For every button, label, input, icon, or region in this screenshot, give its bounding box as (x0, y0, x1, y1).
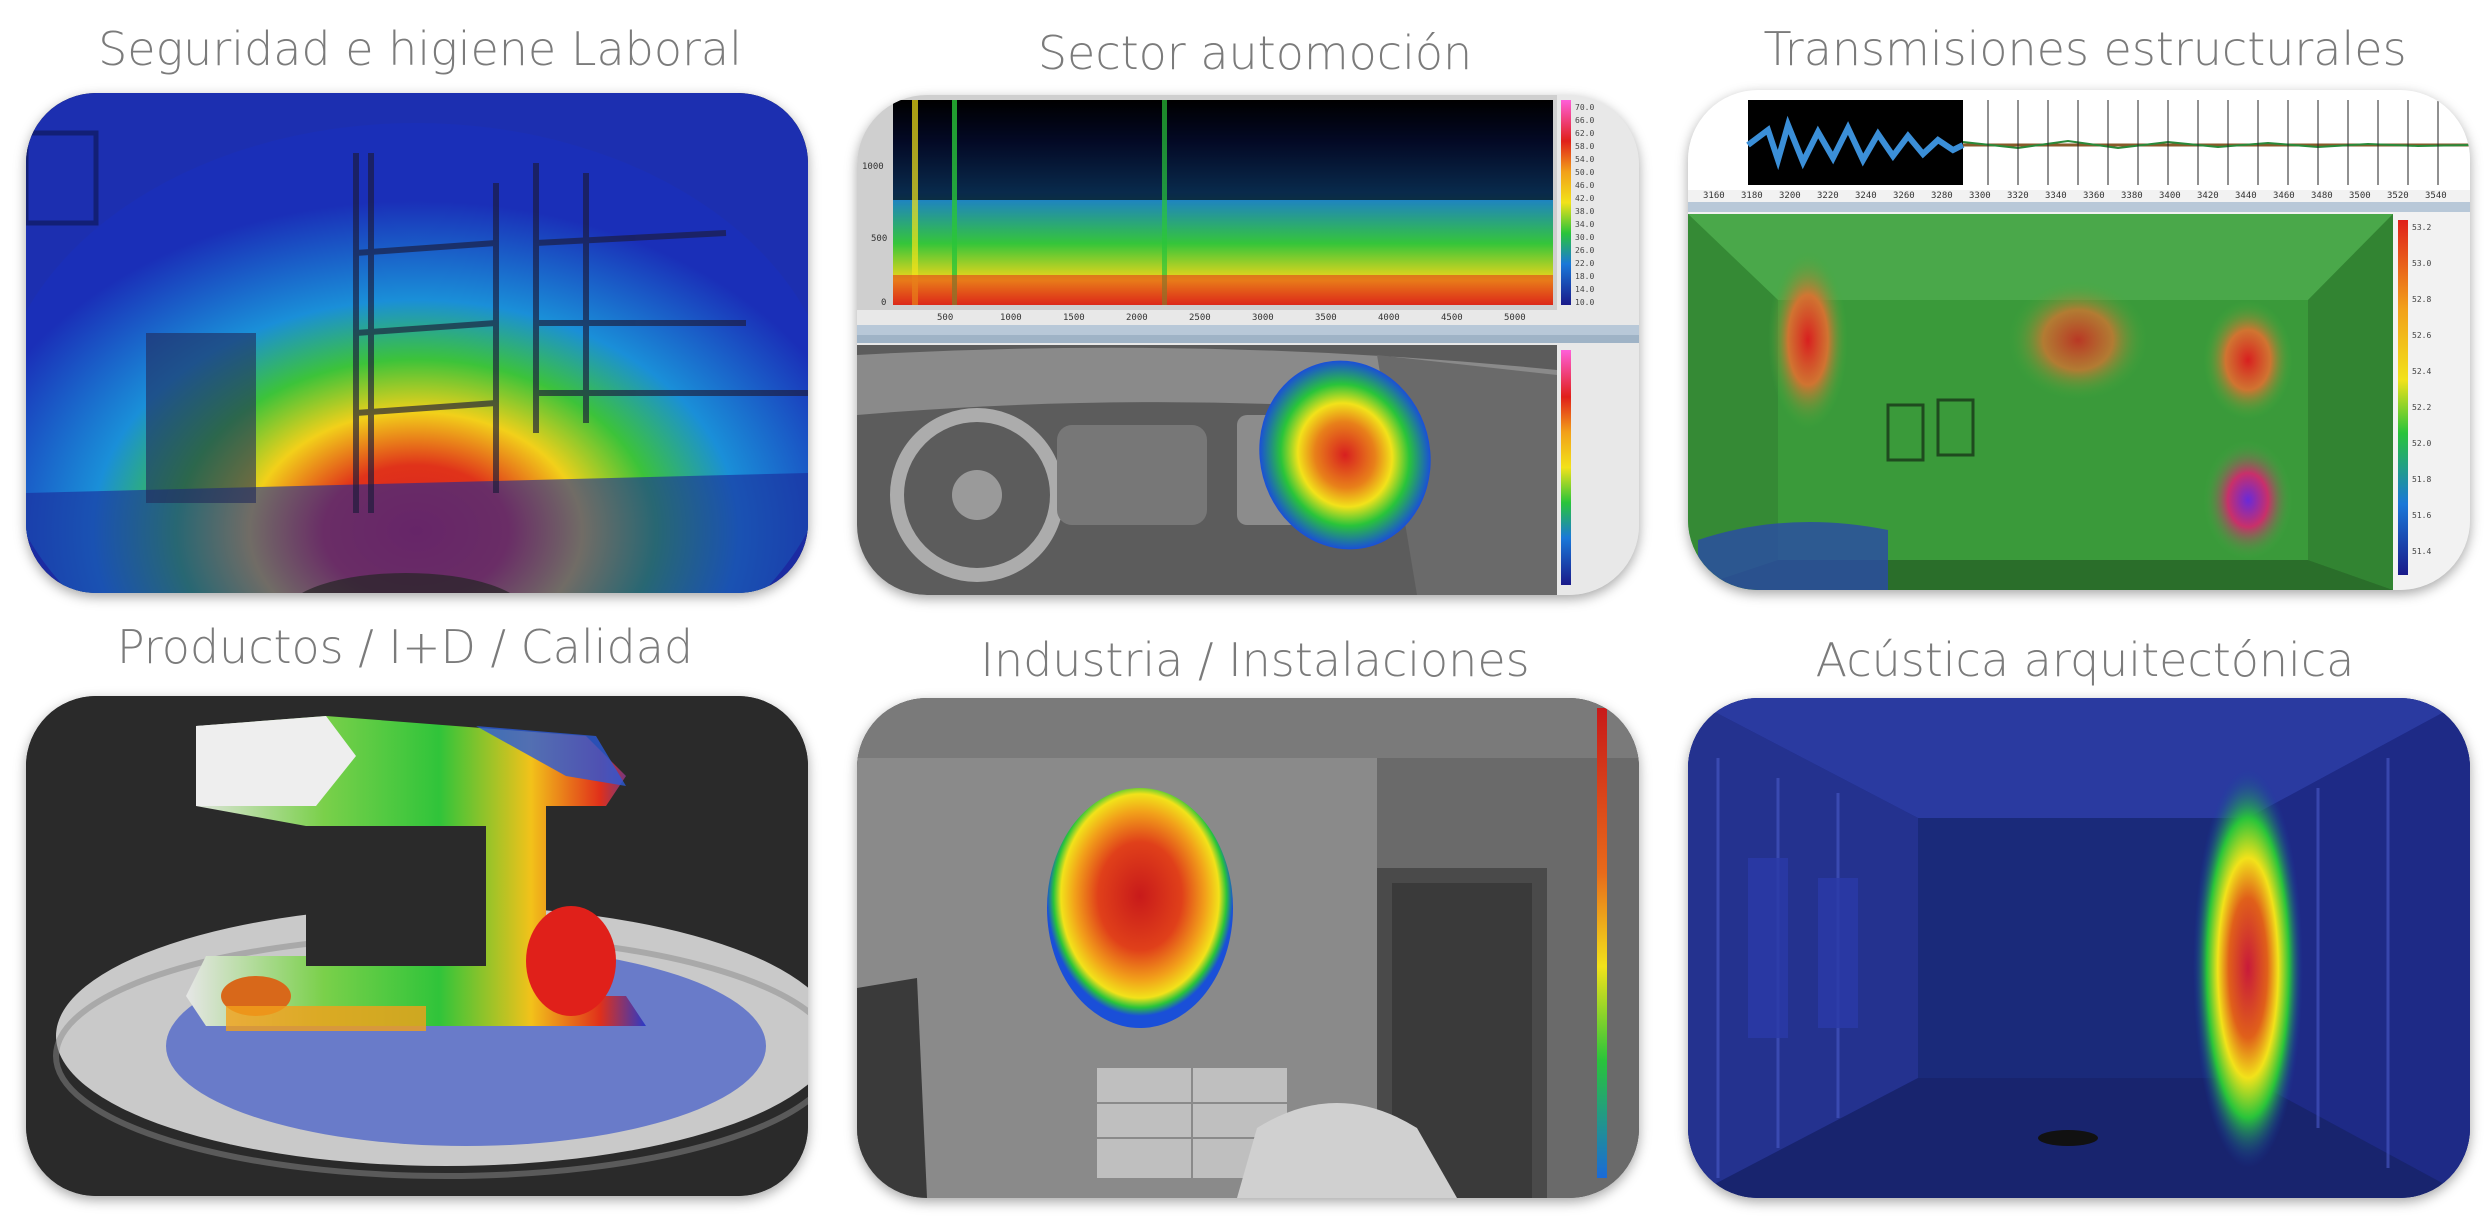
title-industria: Industria / Instalaciones (980, 633, 1530, 687)
svg-text:3240: 3240 (1855, 191, 1877, 201)
svg-text:51.6: 51.6 (2412, 511, 2431, 520)
svg-text:3360: 3360 (2083, 191, 2105, 201)
sewing-machine-image (26, 696, 808, 1196)
svg-text:3460: 3460 (2273, 191, 2295, 201)
svg-text:46.0: 46.0 (1575, 181, 1594, 190)
tile-seguridad[interactable] (26, 93, 808, 593)
tile-transmisiones[interactable]: 3160 3180 3200 3220 3240 3260 3280 3300 … (1688, 90, 2470, 590)
svg-text:3200: 3200 (1779, 191, 1801, 201)
svg-text:53.0: 53.0 (2412, 259, 2431, 268)
car-spectrogram-image: 1000 500 0 500 1000 1500 2000 2500 3000 … (857, 95, 1639, 595)
svg-text:3480: 3480 (2311, 191, 2333, 201)
spec-xtick: 2000 (1126, 313, 1148, 323)
spec-xtick: 1500 (1063, 313, 1085, 323)
spec-xtick: 3500 (1315, 313, 1337, 323)
svg-text:3380: 3380 (2121, 191, 2143, 201)
workshop-heatmap-image (26, 93, 808, 593)
title-transmisiones: Transmisiones estructurales (1763, 22, 2407, 76)
svg-text:3320: 3320 (2007, 191, 2029, 201)
spec-xtick: 1000 (1000, 313, 1022, 323)
spec-ytick: 500 (871, 234, 887, 244)
spec-xtick: 4500 (1441, 313, 1463, 323)
spec-legend: 70.0 66.0 62.0 58.0 54.0 50.0 46.0 42.0 … (1575, 103, 1594, 307)
svg-text:70.0: 70.0 (1575, 103, 1594, 112)
svg-text:3520: 3520 (2387, 191, 2409, 201)
corridor-heatmap-image (1688, 698, 2470, 1198)
svg-text:52.4: 52.4 (2412, 367, 2431, 376)
tile-productos[interactable] (26, 696, 808, 1196)
spec-ytick: 0 (881, 298, 886, 308)
svg-text:3180: 3180 (1741, 191, 1763, 201)
title-productos: Productos / I+D / Calidad (116, 620, 694, 674)
svg-text:66.0: 66.0 (1575, 116, 1594, 125)
svg-text:26.0: 26.0 (1575, 246, 1594, 255)
svg-text:52.6: 52.6 (2412, 331, 2431, 340)
svg-text:58.0: 58.0 (1575, 142, 1594, 151)
svg-text:3160: 3160 (1703, 191, 1725, 201)
spec-xtick: 5000 (1504, 313, 1526, 323)
spec-xtick: 3000 (1252, 313, 1274, 323)
svg-text:3500: 3500 (2349, 191, 2371, 201)
svg-text:54.0: 54.0 (1575, 155, 1594, 164)
svg-text:51.4: 51.4 (2412, 547, 2431, 556)
tile-automocion[interactable]: 1000 500 0 500 1000 1500 2000 2500 3000 … (857, 95, 1639, 595)
svg-text:3420: 3420 (2197, 191, 2219, 201)
wave-xticks: 3160 3180 3200 3220 3240 3260 3280 3300 … (1703, 191, 2447, 201)
svg-text:3260: 3260 (1893, 191, 1915, 201)
title-seguridad: Seguridad e higiene Laboral (98, 22, 742, 76)
svg-text:51.8: 51.8 (2412, 475, 2431, 484)
svg-text:42.0: 42.0 (1575, 194, 1594, 203)
svg-text:10.0: 10.0 (1575, 298, 1594, 307)
svg-text:62.0: 62.0 (1575, 129, 1594, 138)
svg-text:3280: 3280 (1931, 191, 1953, 201)
svg-text:34.0: 34.0 (1575, 220, 1594, 229)
svg-text:3440: 3440 (2235, 191, 2257, 201)
room-waveform-image: 3160 3180 3200 3220 3240 3260 3280 3300 … (1688, 90, 2470, 590)
svg-text:22.0: 22.0 (1575, 259, 1594, 268)
svg-text:52.2: 52.2 (2412, 403, 2431, 412)
title-acustica: Acústica arquitectónica (1815, 633, 2355, 687)
svg-text:52.8: 52.8 (2412, 295, 2431, 304)
svg-text:3400: 3400 (2159, 191, 2181, 201)
wave-legend: 53.2 53.0 52.8 52.6 52.4 52.2 52.0 51.8 … (2412, 223, 2431, 556)
spec-xticks: 500 1000 1500 2000 2500 3000 3500 4000 4… (937, 313, 1526, 323)
svg-text:30.0: 30.0 (1575, 233, 1594, 242)
bedroom-heatmap-image (857, 698, 1639, 1198)
svg-text:52.0: 52.0 (2412, 439, 2431, 448)
svg-text:53.2: 53.2 (2412, 223, 2431, 232)
spec-xtick: 500 (937, 313, 953, 323)
tile-industria[interactable] (857, 698, 1639, 1198)
spec-ytick: 1000 (862, 162, 884, 172)
title-automocion: Sector automoción (1037, 26, 1473, 80)
svg-text:50.0: 50.0 (1575, 168, 1594, 177)
svg-text:18.0: 18.0 (1575, 272, 1594, 281)
tile-acustica[interactable] (1688, 698, 2470, 1198)
spec-xtick: 2500 (1189, 313, 1211, 323)
svg-text:3340: 3340 (2045, 191, 2067, 201)
svg-text:14.0: 14.0 (1575, 285, 1594, 294)
svg-text:3300: 3300 (1969, 191, 1991, 201)
svg-text:3540: 3540 (2425, 191, 2447, 201)
svg-text:3220: 3220 (1817, 191, 1839, 201)
spec-xtick: 4000 (1378, 313, 1400, 323)
svg-text:38.0: 38.0 (1575, 207, 1594, 216)
